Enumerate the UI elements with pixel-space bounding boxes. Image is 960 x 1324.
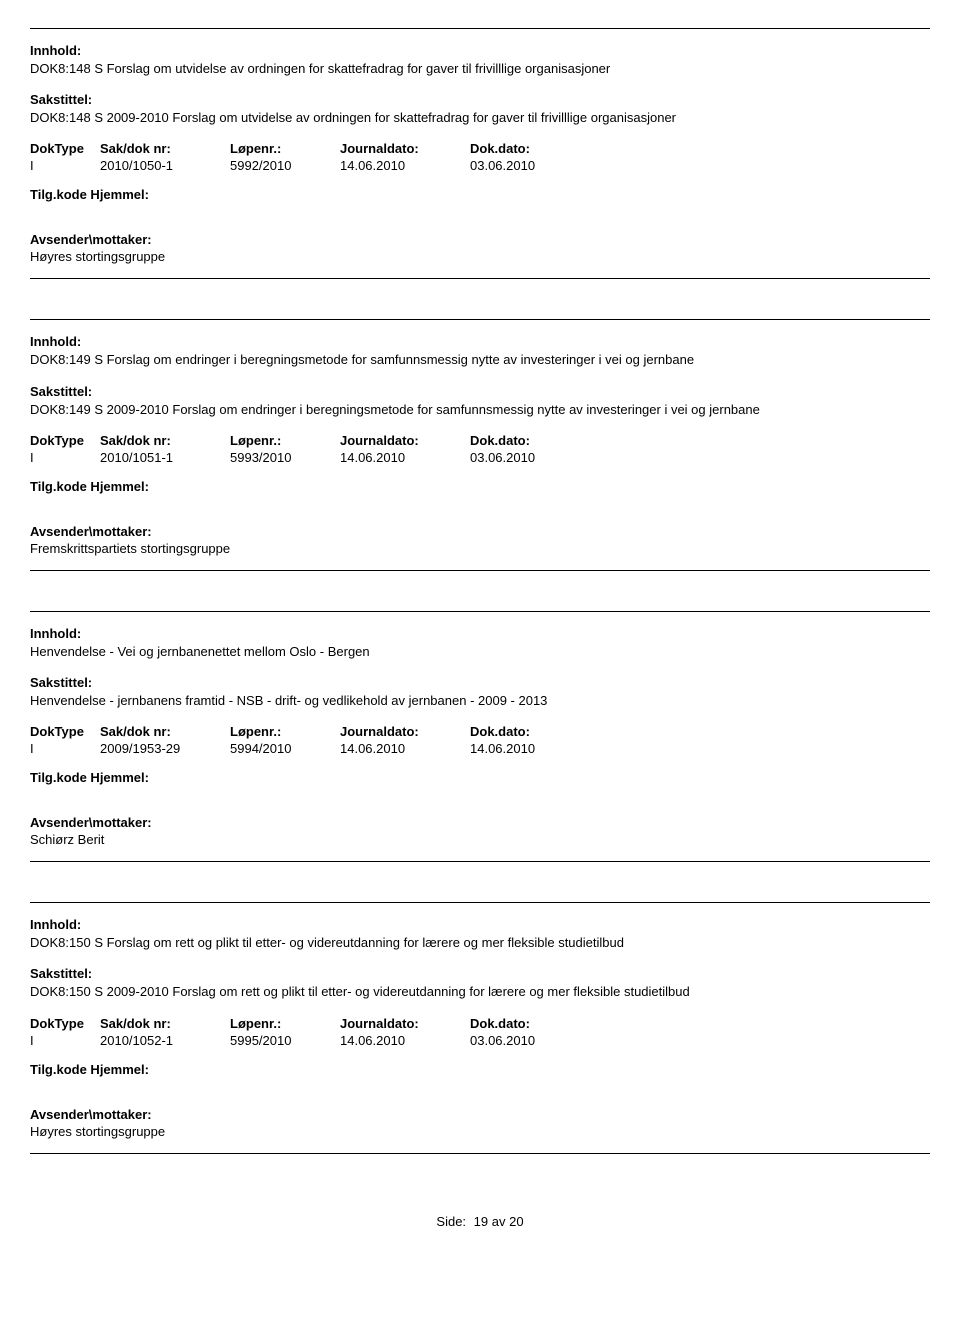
journal-value: 14.06.2010 <box>340 158 470 173</box>
sakdok-value: 2010/1052-1 <box>100 1033 230 1048</box>
sakstittel-label: Sakstittel: <box>30 966 930 981</box>
table-row: I 2009/1953-29 5994/2010 14.06.2010 14.0… <box>30 741 930 756</box>
table-row: I 2010/1052-1 5995/2010 14.06.2010 03.06… <box>30 1033 930 1048</box>
page-current: 19 <box>474 1214 488 1229</box>
col-sakdok-header: Sak/dok nr: <box>100 1016 230 1031</box>
journal-record: Innhold: DOK8:150 S Forslag om rett og p… <box>30 902 930 1153</box>
lopenr-value: 5994/2010 <box>230 741 340 756</box>
sakstittel-label: Sakstittel: <box>30 384 930 399</box>
col-dokdato-header: Dok.dato: <box>470 1016 600 1031</box>
sakstittel-label: Sakstittel: <box>30 675 930 690</box>
dokdato-value: 14.06.2010 <box>470 741 600 756</box>
journal-record: Innhold: DOK8:149 S Forslag om endringer… <box>30 319 930 570</box>
dokdato-value: 03.06.2010 <box>470 1033 600 1048</box>
col-sakdok-header: Sak/dok nr: <box>100 724 230 739</box>
lopenr-value: 5995/2010 <box>230 1033 340 1048</box>
col-sakdok-header: Sak/dok nr: <box>100 433 230 448</box>
col-doktype-header: DokType <box>30 141 100 156</box>
page-total: 20 <box>509 1214 523 1229</box>
table-row: I 2010/1051-1 5993/2010 14.06.2010 03.06… <box>30 450 930 465</box>
col-doktype-header: DokType <box>30 433 100 448</box>
record-divider-top <box>30 319 930 320</box>
col-lopenr-header: Løpenr.: <box>230 433 340 448</box>
av-label: av <box>492 1214 506 1229</box>
lopenr-value: 5992/2010 <box>230 158 340 173</box>
col-dokdato-header: Dok.dato: <box>470 141 600 156</box>
avsender-text: Fremskrittspartiets stortingsgruppe <box>30 541 930 556</box>
sakstittel-text: DOK8:148 S 2009-2010 Forslag om utvidels… <box>30 109 930 127</box>
col-journal-header: Journaldato: <box>340 141 470 156</box>
page-footer: Side: 19 av 20 <box>30 1214 930 1229</box>
dokdato-value: 03.06.2010 <box>470 158 600 173</box>
innhold-label: Innhold: <box>30 43 930 58</box>
avsender-label: Avsender\mottaker: <box>30 1107 930 1122</box>
doktype-value: I <box>30 741 100 756</box>
col-doktype-header: DokType <box>30 1016 100 1031</box>
sakstittel-text: DOK8:150 S 2009-2010 Forslag om rett og … <box>30 983 930 1001</box>
record-divider-bottom <box>30 278 930 279</box>
col-dokdato-header: Dok.dato: <box>470 724 600 739</box>
avsender-text: Høyres stortingsgruppe <box>30 1124 930 1139</box>
record-divider-bottom <box>30 570 930 571</box>
col-lopenr-header: Løpenr.: <box>230 141 340 156</box>
journal-value: 14.06.2010 <box>340 1033 470 1048</box>
journal-record: Innhold: Henvendelse - Vei og jernbanene… <box>30 611 930 862</box>
table-header: DokType Sak/dok nr: Løpenr.: Journaldato… <box>30 1016 930 1031</box>
sakstittel-label: Sakstittel: <box>30 92 930 107</box>
lopenr-value: 5993/2010 <box>230 450 340 465</box>
table-header: DokType Sak/dok nr: Løpenr.: Journaldato… <box>30 141 930 156</box>
sakstittel-text: Henvendelse - jernbanens framtid - NSB -… <box>30 692 930 710</box>
col-doktype-header: DokType <box>30 724 100 739</box>
innhold-text: Henvendelse - Vei og jernbanenettet mell… <box>30 643 930 661</box>
sakdok-value: 2009/1953-29 <box>100 741 230 756</box>
doktype-value: I <box>30 1033 100 1048</box>
innhold-text: DOK8:150 S Forslag om rett og plikt til … <box>30 934 930 952</box>
record-divider-top <box>30 611 930 612</box>
record-divider-top <box>30 28 930 29</box>
avsender-text: Høyres stortingsgruppe <box>30 249 930 264</box>
tilgkode-label: Tilg.kode Hjemmel: <box>30 187 930 202</box>
col-sakdok-header: Sak/dok nr: <box>100 141 230 156</box>
avsender-label: Avsender\mottaker: <box>30 524 930 539</box>
avsender-label: Avsender\mottaker: <box>30 232 930 247</box>
innhold-text: DOK8:148 S Forslag om utvidelse av ordni… <box>30 60 930 78</box>
dokdato-value: 03.06.2010 <box>470 450 600 465</box>
record-divider-bottom <box>30 1153 930 1154</box>
sakdok-value: 2010/1050-1 <box>100 158 230 173</box>
avsender-text: Schiørz Berit <box>30 832 930 847</box>
innhold-text: DOK8:149 S Forslag om endringer i beregn… <box>30 351 930 369</box>
table-header: DokType Sak/dok nr: Løpenr.: Journaldato… <box>30 724 930 739</box>
col-lopenr-header: Løpenr.: <box>230 1016 340 1031</box>
sakdok-value: 2010/1051-1 <box>100 450 230 465</box>
table-row: I 2010/1050-1 5992/2010 14.06.2010 03.06… <box>30 158 930 173</box>
table-header: DokType Sak/dok nr: Løpenr.: Journaldato… <box>30 433 930 448</box>
journal-value: 14.06.2010 <box>340 741 470 756</box>
record-divider-bottom <box>30 861 930 862</box>
journal-value: 14.06.2010 <box>340 450 470 465</box>
innhold-label: Innhold: <box>30 334 930 349</box>
doktype-value: I <box>30 450 100 465</box>
col-lopenr-header: Løpenr.: <box>230 724 340 739</box>
sakstittel-text: DOK8:149 S 2009-2010 Forslag om endringe… <box>30 401 930 419</box>
innhold-label: Innhold: <box>30 917 930 932</box>
col-journal-header: Journaldato: <box>340 433 470 448</box>
record-divider-top <box>30 902 930 903</box>
col-dokdato-header: Dok.dato: <box>470 433 600 448</box>
avsender-label: Avsender\mottaker: <box>30 815 930 830</box>
col-journal-header: Journaldato: <box>340 1016 470 1031</box>
journal-record: Innhold: DOK8:148 S Forslag om utvidelse… <box>30 28 930 279</box>
col-journal-header: Journaldato: <box>340 724 470 739</box>
tilgkode-label: Tilg.kode Hjemmel: <box>30 1062 930 1077</box>
tilgkode-label: Tilg.kode Hjemmel: <box>30 770 930 785</box>
side-label: Side: <box>436 1214 466 1229</box>
doktype-value: I <box>30 158 100 173</box>
innhold-label: Innhold: <box>30 626 930 641</box>
tilgkode-label: Tilg.kode Hjemmel: <box>30 479 930 494</box>
